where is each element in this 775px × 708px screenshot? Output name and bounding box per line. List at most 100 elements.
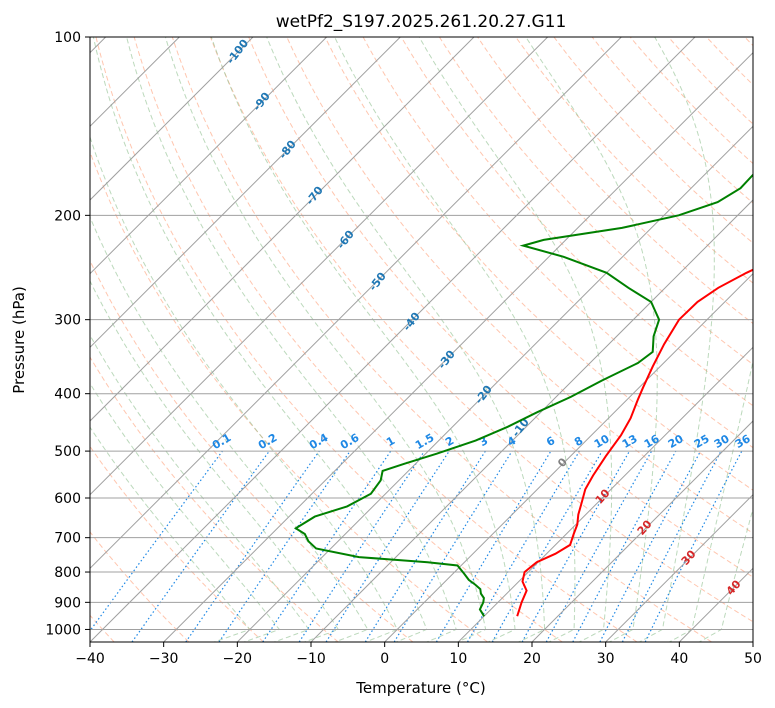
moist-adiabat-label: 10 [593, 486, 613, 506]
isotherm [90, 37, 254, 201]
mixing-ratio-label: 1.5 [413, 431, 436, 452]
mixing-ratio-label: 10 [592, 432, 612, 451]
temperature-profile [516, 268, 753, 617]
mixing-ratio-line [90, 450, 223, 632]
moist-adiabats [90, 37, 753, 642]
mixing-ratio-line [131, 450, 270, 642]
dry-adiabat [553, 37, 753, 244]
x-tick-label: −30 [149, 651, 179, 667]
mixing-ratio-label: 0.1 [210, 431, 233, 452]
mixing-ratio-line [521, 450, 631, 642]
dry-adiabat [706, 37, 753, 86]
mixing-ratio-line [466, 450, 580, 642]
mixing-ratio-label: 36 [733, 432, 753, 451]
isotherm [90, 37, 401, 349]
isotherm [90, 37, 475, 422]
mixing-ratio-label: 0.4 [307, 431, 331, 452]
dry-adiabat [90, 259, 414, 642]
isotherm [236, 125, 753, 642]
y-tick-label: 800 [54, 565, 81, 581]
moist-adiabat [525, 37, 658, 642]
moist-adiabat [164, 37, 487, 642]
plot-frame [89, 36, 754, 643]
mixing-ratio-line [621, 450, 722, 642]
mixing-ratio-line [435, 450, 552, 642]
y-tick-label: 500 [54, 444, 81, 460]
y-axis-label: Pressure (hPa) [10, 286, 28, 394]
moist-adiabat [90, 334, 310, 642]
y-tick-label: 400 [54, 387, 81, 403]
mixing-ratio-label: 13 [620, 432, 640, 451]
x-axis: −40 −30 −20 −10 0 10 20 30 40 50 [75, 642, 762, 667]
x-tick-label: 0 [380, 651, 389, 667]
dry-adiabat [171, 37, 712, 642]
mixing-ratio-label: 25 [692, 432, 712, 451]
dry-adiabat [324, 37, 753, 491]
moist-adiabat [418, 37, 613, 642]
moist-adiabat [92, 37, 428, 642]
y-tick-label: 100 [54, 30, 81, 46]
mixing-ratio-line [364, 450, 486, 642]
mixing-ratio-label: 1 [384, 434, 397, 449]
dry-adiabat [95, 37, 563, 642]
y-tick-label: 200 [54, 208, 81, 224]
dry-adiabat [210, 37, 753, 623]
moist-adiabat [668, 358, 753, 642]
isotherm [531, 420, 753, 642]
isotherm [90, 37, 696, 642]
mixing-ratio-label: 8 [572, 434, 585, 449]
dry-adiabat [90, 531, 190, 642]
moist-adiabat [266, 37, 546, 642]
moist-adiabat [638, 37, 715, 642]
x-axis-label: Temperature (°C) [355, 679, 485, 697]
y-tick-label: 700 [54, 531, 81, 547]
isotherm [678, 567, 753, 642]
mixing-ratio-line [218, 450, 351, 642]
dry-adiabat [477, 37, 753, 325]
plot-area: -100-90-80-70-60-50-40-30-20-100.1 0.2 0.4… [90, 37, 753, 642]
dry-adiabat [744, 37, 753, 47]
y-tick-label: 600 [54, 491, 81, 507]
mixing-ratio-label: 6 [544, 434, 557, 449]
moist-adiabat-label: 20 [635, 517, 655, 537]
x-tick-label: 40 [670, 651, 688, 667]
isotherms [90, 37, 753, 642]
isotherm [605, 493, 753, 642]
dry-adiabat [286, 37, 753, 534]
mixing-ratio-line [491, 450, 603, 642]
moist-adiabat [126, 37, 457, 642]
dewpoint-profile [293, 173, 753, 617]
x-tick-label: 50 [744, 651, 762, 667]
mixing-ratio-line [599, 450, 702, 642]
x-tick-label: −20 [223, 651, 253, 667]
dry-adiabat [90, 150, 488, 642]
y-axis: 100 200 300 400 500 600 700 800 900 1000 [45, 30, 90, 638]
y-tick-label: 300 [54, 313, 81, 329]
dry-adiabat [438, 37, 753, 365]
isotherm [90, 37, 328, 275]
isotherm [163, 51, 753, 642]
mixing-ratio-label: 16 [642, 432, 662, 451]
dry-adiabat-label: -100 [224, 37, 251, 67]
y-tick-label: 1000 [45, 622, 81, 638]
moist-adiabat [210, 37, 516, 642]
mixing-ratio-lines [90, 450, 743, 642]
isotherm [90, 37, 549, 496]
pressure-gridlines [90, 37, 753, 630]
mixing-ratio-label: 20 [666, 432, 686, 451]
mixing-ratio-line [298, 450, 425, 642]
dry-adiabat [591, 37, 753, 204]
dry-adiabats [90, 37, 753, 642]
dry-adiabat [362, 37, 753, 449]
mixing-ratio-label: 0.6 [338, 431, 362, 452]
isotherm [310, 199, 753, 642]
y-tick-label: 900 [54, 595, 81, 611]
moist-adiabat-label: 30 [679, 547, 699, 567]
isotherm [90, 37, 622, 570]
moist-adiabat [90, 279, 340, 642]
mixing-ratio-line [325, 450, 450, 642]
mixing-ratio-label: 30 [712, 432, 732, 451]
x-tick-label: 10 [449, 651, 467, 667]
mixing-ratio-line [572, 450, 677, 642]
moist-adiabat-label: 0 [555, 455, 570, 470]
